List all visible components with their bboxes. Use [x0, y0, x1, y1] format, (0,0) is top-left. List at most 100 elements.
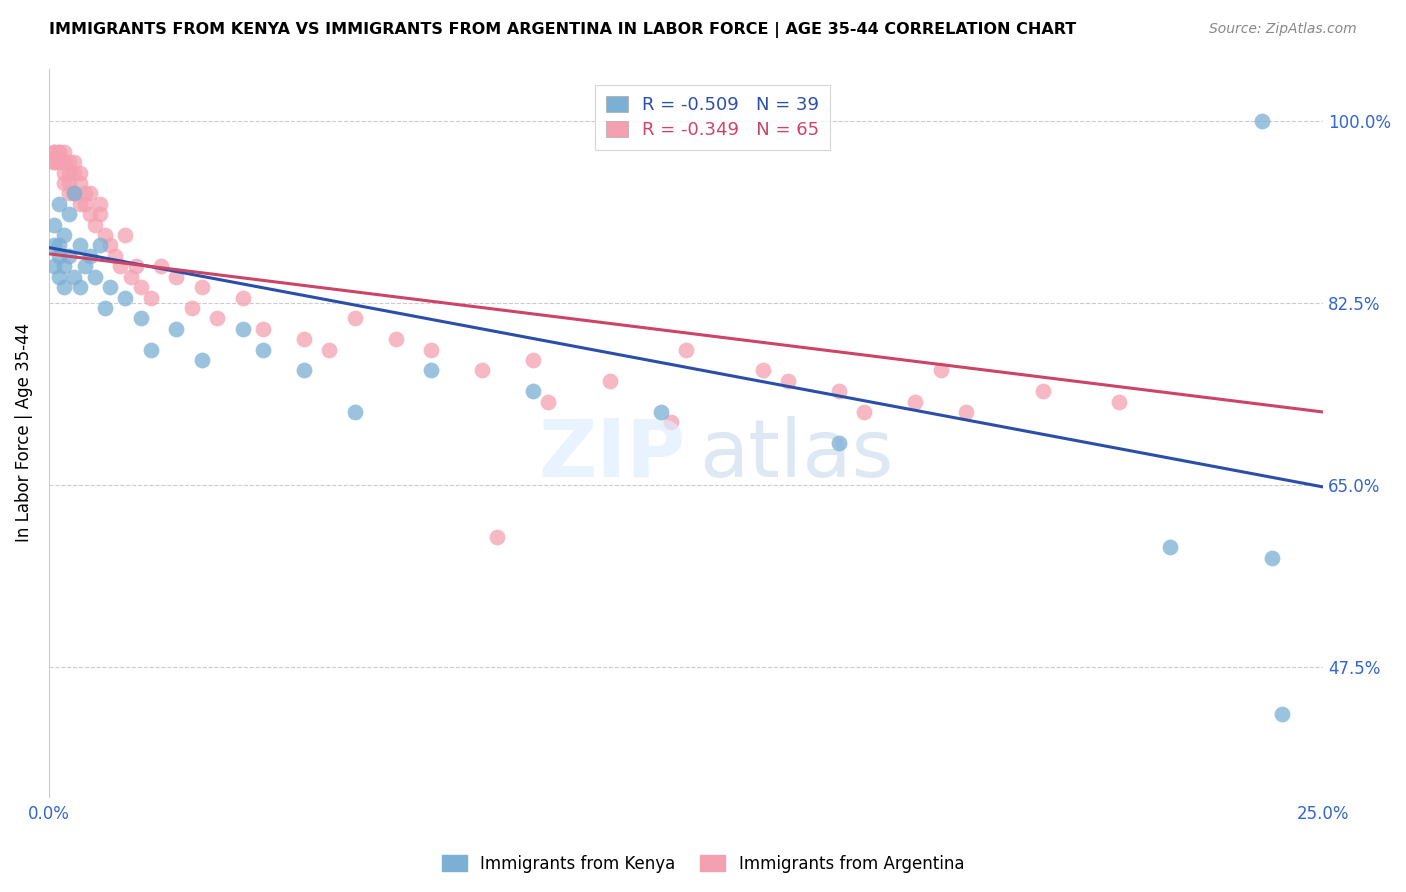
Point	[89, 207, 111, 221]
Point	[94, 228, 117, 243]
Point	[1108, 394, 1130, 409]
Point	[1271, 706, 1294, 721]
Point	[42, 145, 65, 159]
Point	[73, 260, 96, 274]
Point	[53, 155, 76, 169]
Point	[53, 166, 76, 180]
Point	[205, 311, 228, 326]
Point	[42, 155, 65, 169]
Point	[42, 238, 65, 252]
Point	[83, 218, 105, 232]
Text: IMMIGRANTS FROM KENYA VS IMMIGRANTS FROM ARGENTINA IN LABOR FORCE | AGE 35-44 CO: IMMIGRANTS FROM KENYA VS IMMIGRANTS FROM…	[49, 22, 1077, 38]
Point	[252, 343, 274, 357]
Point	[58, 207, 80, 221]
Point	[48, 145, 70, 159]
Point	[853, 405, 876, 419]
Point	[292, 332, 315, 346]
Point	[165, 322, 187, 336]
Point	[343, 311, 366, 326]
Point	[104, 249, 127, 263]
Point	[69, 197, 91, 211]
Point	[828, 384, 851, 399]
Point	[89, 238, 111, 252]
Point	[486, 530, 509, 544]
Point	[94, 301, 117, 315]
Point	[69, 238, 91, 252]
Point	[139, 343, 162, 357]
Point	[58, 176, 80, 190]
Point	[191, 353, 214, 368]
Point	[292, 363, 315, 377]
Legend: R = -0.509   N = 39, R = -0.349   N = 65: R = -0.509 N = 39, R = -0.349 N = 65	[595, 85, 830, 150]
Point	[751, 363, 773, 377]
Point	[42, 155, 65, 169]
Point	[73, 186, 96, 201]
Point	[42, 145, 65, 159]
Point	[73, 197, 96, 211]
Legend: Immigrants from Kenya, Immigrants from Argentina: Immigrants from Kenya, Immigrants from A…	[434, 848, 972, 880]
Point	[53, 228, 76, 243]
Point	[828, 436, 851, 450]
Point	[48, 269, 70, 284]
Point	[139, 291, 162, 305]
Point	[522, 353, 544, 368]
Point	[471, 363, 494, 377]
Point	[955, 405, 977, 419]
Point	[63, 155, 86, 169]
Point	[1032, 384, 1054, 399]
Point	[650, 405, 672, 419]
Point	[69, 280, 91, 294]
Point	[79, 249, 101, 263]
Text: Source: ZipAtlas.com: Source: ZipAtlas.com	[1209, 22, 1357, 37]
Point	[98, 280, 121, 294]
Point	[522, 384, 544, 399]
Point	[48, 238, 70, 252]
Text: atlas: atlas	[699, 416, 893, 493]
Point	[420, 363, 443, 377]
Point	[129, 280, 152, 294]
Point	[252, 322, 274, 336]
Point	[180, 301, 202, 315]
Point	[120, 269, 142, 284]
Point	[1261, 550, 1284, 565]
Point	[232, 291, 254, 305]
Text: ZIP: ZIP	[538, 416, 686, 493]
Point	[165, 269, 187, 284]
Point	[53, 260, 76, 274]
Point	[48, 197, 70, 211]
Point	[48, 145, 70, 159]
Point	[63, 166, 86, 180]
Point	[98, 238, 121, 252]
Point	[110, 260, 132, 274]
Point	[42, 260, 65, 274]
Point	[63, 186, 86, 201]
Point	[659, 416, 682, 430]
Point	[48, 155, 70, 169]
Point	[58, 166, 80, 180]
Point	[1159, 541, 1181, 555]
Point	[343, 405, 366, 419]
Point	[124, 260, 146, 274]
Point	[232, 322, 254, 336]
Point	[776, 374, 799, 388]
Point	[89, 197, 111, 211]
Point	[675, 343, 697, 357]
Y-axis label: In Labor Force | Age 35-44: In Labor Force | Age 35-44	[15, 323, 32, 542]
Point	[1251, 113, 1274, 128]
Point	[420, 343, 443, 357]
Point	[191, 280, 214, 294]
Point	[53, 176, 76, 190]
Point	[42, 218, 65, 232]
Point	[929, 363, 952, 377]
Point	[48, 249, 70, 263]
Point	[83, 269, 105, 284]
Point	[63, 269, 86, 284]
Point	[114, 291, 136, 305]
Point	[58, 249, 80, 263]
Point	[904, 394, 927, 409]
Point	[58, 186, 80, 201]
Point	[69, 166, 91, 180]
Point	[53, 145, 76, 159]
Point	[114, 228, 136, 243]
Point	[129, 311, 152, 326]
